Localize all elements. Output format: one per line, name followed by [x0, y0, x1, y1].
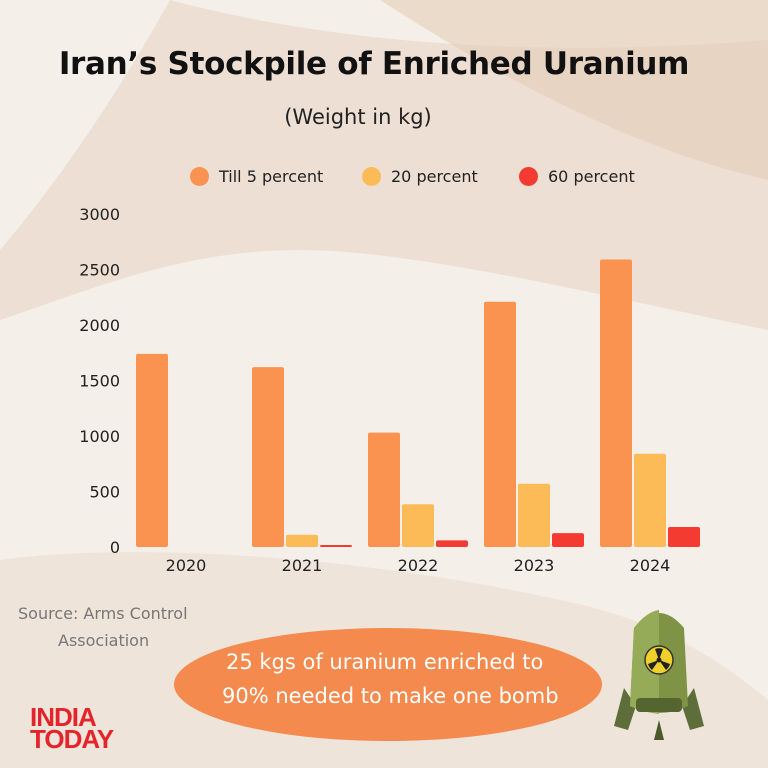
bar-2021-60-percent — [320, 545, 352, 547]
bar-2024-till-5-percent — [600, 259, 632, 547]
bar-2024-60-percent — [668, 527, 700, 547]
x-tick-label: 2022 — [398, 556, 439, 575]
india-today-logo: INDIA TODAY — [30, 702, 114, 754]
legend-swatch — [190, 167, 209, 186]
y-tick-label: 1500 — [79, 372, 120, 391]
y-tick-label: 2500 — [79, 261, 120, 280]
source-line-1: Source: Arms Control — [18, 604, 188, 623]
bar-2023-20-percent — [518, 483, 550, 547]
chart-subtitle: (Weight in kg) — [284, 105, 432, 129]
legend-label: Till 5 percent — [219, 167, 324, 186]
y-tick-label: 1000 — [79, 427, 120, 446]
bar-2021-till-5-percent — [252, 367, 284, 547]
bar-2023-till-5-percent — [484, 301, 516, 547]
bomb-callout: 25 kgs of uranium enriched to 90% needed… — [174, 628, 602, 741]
y-tick-label: 500 — [89, 483, 120, 502]
callout-line-2: 90% needed to make one bomb — [222, 684, 559, 708]
logo-line-2: TODAY — [30, 724, 114, 754]
legend-item-20: 20 percent — [362, 167, 478, 186]
y-tick-label: 0 — [110, 538, 120, 557]
bar-chart: 0 500 1000 1500 2000 2500 3000 2020 2021 2022 2023… — [79, 205, 700, 575]
chart-legend: Till 5 percent 20 percent 60 percent — [0, 167, 768, 191]
bar-2022-till-5-percent — [368, 432, 400, 547]
x-tick-label: 2021 — [282, 556, 323, 575]
callout-line-1: 25 kgs of uranium enriched to — [226, 650, 544, 674]
source-note: Source: Arms Control Association — [18, 600, 218, 654]
bar-2022-20-percent — [402, 504, 434, 547]
bar-2020-till-5-percent — [136, 353, 168, 547]
chart-title: Iran’s Stockpile of Enriched Uranium — [58, 46, 690, 82]
x-tick-label: 2020 — [166, 556, 207, 575]
y-tick-label: 2000 — [79, 316, 120, 335]
x-tick-label: 2024 — [630, 556, 671, 575]
source-line-2: Association — [58, 631, 150, 650]
bar-2021-20-percent — [286, 534, 318, 547]
bar-2024-20-percent — [634, 453, 666, 547]
x-tick-label: 2023 — [514, 556, 555, 575]
bar-2022-60-percent — [436, 540, 468, 547]
legend-swatch — [519, 167, 538, 186]
bar-2023-60-percent — [552, 533, 584, 547]
logo-line-1: INDIA — [30, 702, 97, 732]
nuclear-bomb-icon — [614, 610, 704, 740]
legend-item-60: 60 percent — [519, 167, 635, 186]
legend-label: 20 percent — [391, 167, 478, 186]
y-tick-label: 3000 — [79, 205, 120, 224]
legend-swatch — [362, 167, 381, 186]
legend-item-till-5: Till 5 percent — [190, 167, 323, 186]
legend-label: 60 percent — [548, 167, 635, 186]
